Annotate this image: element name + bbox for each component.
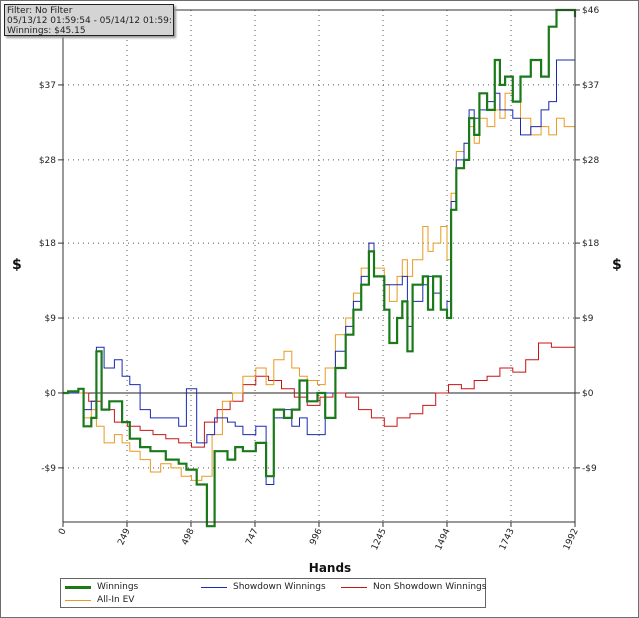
y-tick-label-right: $0 <box>582 389 594 399</box>
legend-item-allin-ev: All-In EV <box>65 595 134 605</box>
filter-label: Filter: No Filter <box>7 6 73 16</box>
x-tick-label: 747 <box>244 527 260 547</box>
series-line-all-in-ev <box>63 92 576 481</box>
winnings-total: Winnings: $45.15 <box>7 26 86 36</box>
legend-swatch <box>65 599 91 601</box>
y-axis-title-right: $ <box>612 257 622 273</box>
filter-info-box: Filter: No Filter 05/13/12 01:59:54 - 05… <box>4 4 174 36</box>
plot-area-border <box>62 9 576 523</box>
y-tick-label-right: $9 <box>582 314 594 324</box>
grid-lines <box>63 9 575 522</box>
x-axis-title: Hands <box>308 561 352 575</box>
y-tick-label-right: -$9 <box>582 464 597 474</box>
y-tick-label-left: $37 <box>39 81 56 91</box>
y-tick-label-left: $9 <box>45 314 57 324</box>
x-tick-label: 498 <box>180 527 196 547</box>
legend-swatch <box>65 585 91 589</box>
x-tick-label: 1992 <box>562 527 581 552</box>
chart-series <box>63 8 577 528</box>
x-tick-label: 0 <box>57 527 69 537</box>
date-range: 05/13/12 01:59:54 - 05/14/12 01:59:54 <box>7 16 171 26</box>
legend-swatch <box>201 586 227 588</box>
x-tick-label: 1743 <box>498 527 517 552</box>
y-tick-label-left: $28 <box>39 156 56 166</box>
y-tick-label-left: $0 <box>45 389 57 399</box>
chart-legend: Winnings Showdown Winnings Non Showdown … <box>60 578 486 608</box>
legend-item-non-showdown: Non Showdown Winnings <box>341 582 486 592</box>
series-line-winnings <box>63 8 577 528</box>
y-tick-label-right: $46 <box>582 6 599 16</box>
series-line-non-showdown-winnings <box>63 342 576 448</box>
x-tick-label: 996 <box>308 527 324 547</box>
y-tick-label-left: -$9 <box>41 464 56 474</box>
legend-item-winnings: Winnings <box>65 582 138 592</box>
legend-item-showdown: Showdown Winnings <box>201 582 326 592</box>
x-tick-label: 1245 <box>370 527 389 552</box>
y-tick-label-left: $18 <box>39 239 56 249</box>
x-tick-label: 1494 <box>434 527 453 552</box>
legend-label: Showdown Winnings <box>233 582 326 592</box>
y-axis-title-left: $ <box>12 257 22 273</box>
x-tick-label: 249 <box>116 527 132 547</box>
legend-label: Winnings <box>97 582 139 592</box>
legend-label: All-In EV <box>97 595 135 605</box>
legend-label: Non Showdown Winnings <box>373 582 487 592</box>
legend-swatch <box>341 586 367 588</box>
y-tick-label-right: $18 <box>582 239 599 249</box>
y-tick-label-right: $28 <box>582 156 599 166</box>
y-tick-label-right: $37 <box>582 81 599 91</box>
